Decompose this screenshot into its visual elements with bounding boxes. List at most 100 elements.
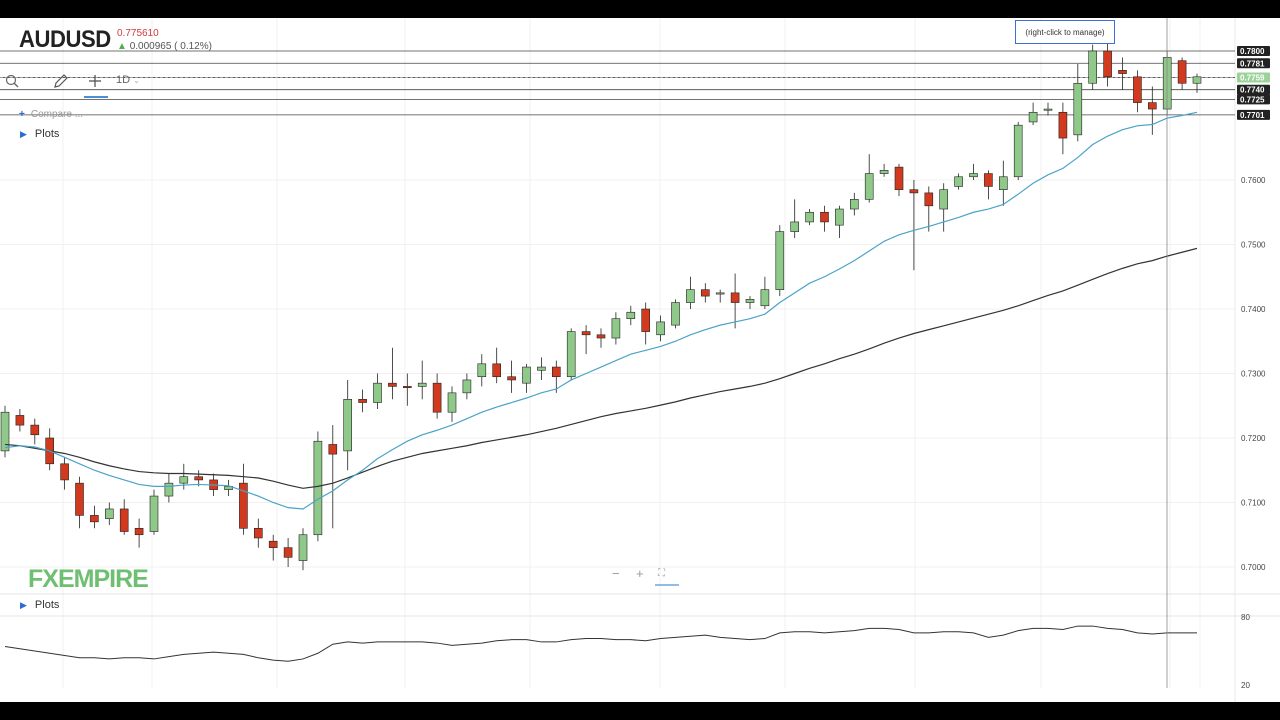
bear-candle bbox=[1148, 102, 1157, 110]
bear-candle bbox=[1133, 76, 1142, 103]
plots-toggle[interactable]: ▶ Plots bbox=[20, 128, 59, 140]
bull-candle bbox=[671, 302, 680, 326]
oscillator-line bbox=[4, 625, 1197, 662]
zoom-indicator bbox=[655, 584, 679, 586]
bear-candle bbox=[1058, 111, 1068, 139]
bull-candle bbox=[939, 189, 949, 210]
bull-candle bbox=[447, 392, 457, 413]
bear-candle bbox=[268, 540, 278, 548]
level-tag bbox=[1237, 46, 1270, 56]
bull-candle bbox=[0, 411, 10, 452]
level-label: 0.7800 bbox=[1240, 47, 1265, 56]
bull-candle bbox=[998, 176, 1008, 190]
bull-candle bbox=[879, 170, 889, 174]
bear-candle bbox=[551, 366, 561, 378]
bull-candle bbox=[298, 534, 308, 561]
crosshair-icon[interactable] bbox=[84, 70, 106, 92]
bear-candle bbox=[75, 482, 84, 516]
bull-candle bbox=[864, 173, 874, 200]
up-arrow-icon: ▲ bbox=[117, 41, 127, 52]
level-label: 0.7781 bbox=[1240, 59, 1265, 68]
bull-candle bbox=[1013, 124, 1023, 178]
triangle-right-icon: ▶ bbox=[20, 600, 27, 610]
bull-candle bbox=[313, 440, 323, 536]
bull-candle bbox=[656, 321, 665, 336]
y-tick-label: 0.7600 bbox=[1241, 176, 1266, 185]
bull-candle bbox=[179, 476, 189, 484]
ema-slow-line bbox=[4, 247, 1198, 489]
bull-candle bbox=[224, 486, 233, 490]
ema-fast-line bbox=[4, 111, 1198, 510]
timeframe-selector[interactable]: 1D ⌄ bbox=[116, 74, 140, 86]
bull-candle bbox=[566, 331, 576, 378]
zoom-controls: − + ⛶ bbox=[608, 566, 678, 582]
zoom-in-icon[interactable]: + bbox=[636, 566, 644, 581]
chart-frame: 0.7600 0.7500 0.7400 0.7300 0.7200 0.7100 0.70… bbox=[0, 18, 1280, 702]
bull-candle bbox=[686, 289, 695, 303]
last-price: 0.775610 bbox=[117, 28, 159, 39]
y-tick-label: 0.7200 bbox=[1241, 434, 1266, 443]
bull-candle bbox=[805, 211, 814, 223]
manage-tooltip[interactable]: (right-click to manage) bbox=[1015, 20, 1115, 44]
bear-candle bbox=[1177, 60, 1187, 84]
bull-candle bbox=[1073, 82, 1083, 136]
bull-candle bbox=[715, 292, 725, 295]
bear-candle bbox=[820, 211, 829, 223]
y-tick-label: 0.7000 bbox=[1241, 563, 1266, 572]
level-tag bbox=[1237, 84, 1270, 95]
bull-candle bbox=[626, 311, 636, 319]
bull-candle bbox=[745, 299, 755, 303]
bull-candle bbox=[1043, 108, 1053, 111]
level-label: 0.7725 bbox=[1240, 95, 1265, 104]
price-change: ▲ 0.000965 ( 0.12%) bbox=[117, 41, 212, 52]
lower-plots-label: Plots bbox=[34, 599, 60, 611]
fullscreen-icon[interactable]: ⛶ bbox=[658, 568, 665, 579]
level-tag bbox=[1237, 109, 1270, 120]
bull-candle bbox=[537, 366, 546, 371]
bear-candle bbox=[60, 463, 69, 481]
bear-candle bbox=[432, 382, 442, 413]
bull-candle bbox=[611, 318, 621, 339]
bull-candle bbox=[477, 363, 487, 378]
y-tick-label: 0.7500 bbox=[1241, 241, 1266, 250]
price-chart[interactable]: 0.7600 0.7500 0.7400 0.7300 0.7200 0.7100 0.70… bbox=[0, 18, 1280, 702]
bull-candle bbox=[373, 382, 382, 403]
lower-plots-toggle[interactable]: ▶ Plots bbox=[20, 599, 59, 611]
triangle-right-icon: ▶ bbox=[20, 129, 27, 139]
osc-tick-label: 20 bbox=[1241, 681, 1250, 690]
bear-candle bbox=[909, 189, 919, 194]
bull-candle bbox=[1028, 111, 1038, 123]
chevron-down-icon: ⌄ bbox=[133, 76, 140, 85]
plots-label: Plots bbox=[34, 128, 60, 140]
bull-candle bbox=[417, 382, 427, 387]
pencil-icon[interactable] bbox=[50, 70, 72, 92]
bear-candle bbox=[358, 398, 367, 403]
bull-candle bbox=[164, 482, 174, 497]
bull-candle bbox=[1088, 50, 1097, 84]
zoom-out-icon[interactable]: − bbox=[612, 566, 620, 581]
level-tag bbox=[1237, 72, 1270, 83]
bear-candle bbox=[283, 547, 293, 558]
bull-candle bbox=[835, 208, 844, 226]
bull-candle bbox=[105, 508, 114, 519]
bull-candle bbox=[790, 221, 800, 232]
bull-candle bbox=[462, 379, 472, 394]
bear-candle bbox=[90, 515, 99, 523]
bear-candle bbox=[581, 331, 591, 336]
level-label: 0.7701 bbox=[1240, 111, 1265, 120]
level-label: 0.7759 bbox=[1240, 73, 1265, 82]
bull-candle bbox=[149, 495, 159, 532]
y-tick-label: 0.7300 bbox=[1241, 370, 1266, 379]
bear-candle bbox=[1103, 50, 1112, 78]
bull-candle bbox=[343, 398, 353, 452]
search-icon[interactable] bbox=[1, 70, 23, 92]
compare-button[interactable]: + Compare ... bbox=[19, 109, 83, 120]
bull-candle bbox=[849, 199, 859, 210]
level-label: 0.7740 bbox=[1240, 86, 1265, 95]
bear-candle bbox=[924, 192, 934, 207]
bear-candle bbox=[700, 289, 710, 297]
bear-candle bbox=[596, 334, 606, 339]
bull-candle bbox=[969, 173, 978, 178]
bear-candle bbox=[30, 424, 40, 436]
bear-candle bbox=[388, 382, 397, 387]
